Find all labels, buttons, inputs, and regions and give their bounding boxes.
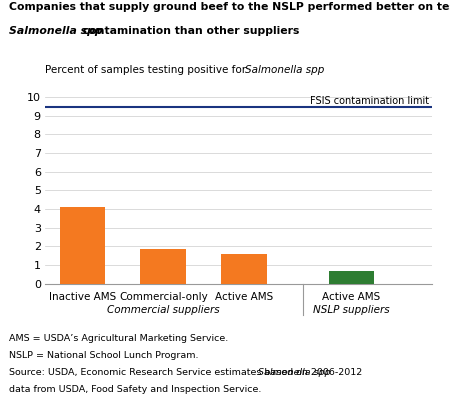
Bar [60,207,105,284]
Text: Source: USDA, Economic Research Service estimates based on 2006-2012: Source: USDA, Economic Research Service … [9,368,365,377]
Text: AMS = USDA’s Agricultural Marketing Service.: AMS = USDA’s Agricultural Marketing Serv… [9,334,228,343]
Text: Salmonella spp: Salmonella spp [245,65,324,75]
Bar [328,271,374,284]
Text: Salmonella spp: Salmonella spp [9,26,103,36]
Bar [140,249,186,284]
Text: Active AMS: Active AMS [215,292,273,302]
Text: data from USDA, Food Safety and Inspection Service.: data from USDA, Food Safety and Inspecti… [9,385,261,394]
Text: Commercial suppliers: Commercial suppliers [107,305,220,315]
Text: NSLP = National School Lunch Program.: NSLP = National School Lunch Program. [9,351,198,360]
Text: Percent of samples testing positive for: Percent of samples testing positive for [45,65,249,75]
Text: Inactive AMS: Inactive AMS [49,292,116,302]
Text: contamination than other suppliers: contamination than other suppliers [79,26,299,36]
Text: Salmonella spp: Salmonella spp [258,368,330,377]
Text: Active AMS: Active AMS [322,292,381,302]
Text: Companies that supply ground beef to the NSLP performed better on tests for: Companies that supply ground beef to the… [9,2,450,12]
Text: NSLP suppliers: NSLP suppliers [313,305,390,315]
Text: Commercial-only: Commercial-only [119,292,207,302]
Bar [221,254,267,284]
Text: FSIS contamination limit: FSIS contamination limit [310,96,429,106]
